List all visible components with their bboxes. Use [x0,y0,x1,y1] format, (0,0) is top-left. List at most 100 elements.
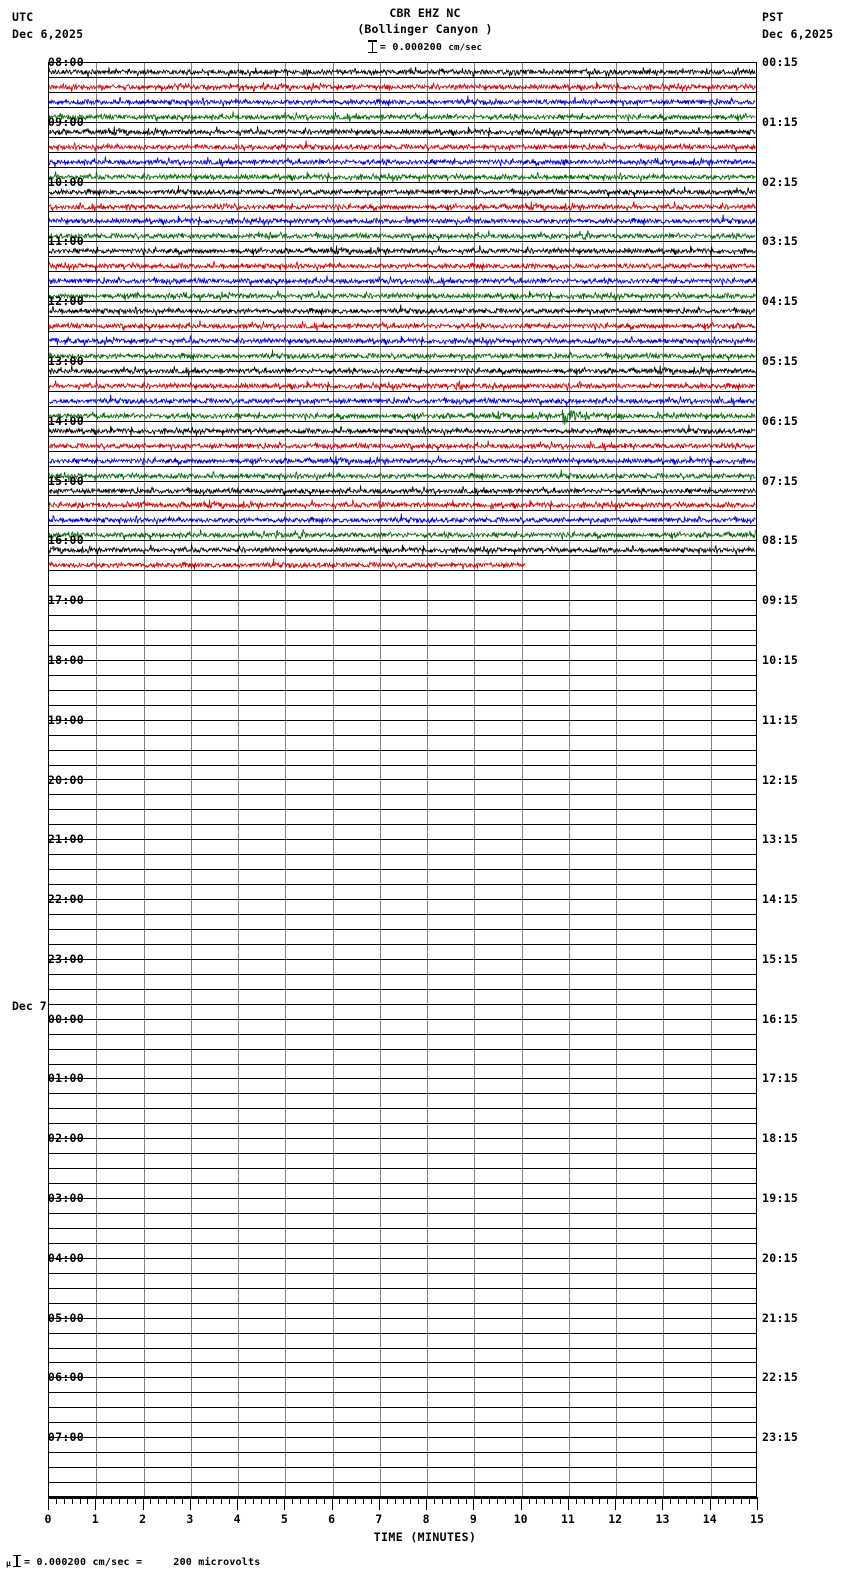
hour-label-right: 15:15 [762,951,799,966]
trace-baseline [49,390,756,392]
trace-baseline [49,1407,756,1409]
helicorder-plot[interactable] [48,62,757,1498]
trace-row [49,870,756,886]
trace-row [48,392,756,407]
trace-row [49,810,756,826]
axis-tick-minor [355,1497,357,1504]
axis-tick-minor [347,1497,349,1504]
trace-baseline [49,719,756,721]
trace-baseline [49,958,756,960]
trace-row [49,1483,756,1498]
axis-tick-minor [457,1497,459,1504]
footer-scale-note: µ = 0.000200 cm/sec = 200 microvolts [6,1555,260,1568]
axis-tick-minor [693,1497,695,1504]
trace-row [49,1124,756,1140]
seismic-trace [48,290,756,302]
axis-tick-label: 13 [655,1512,670,1526]
trace-row [48,362,756,377]
trace-row [49,1154,756,1170]
trace-baseline [49,943,756,945]
scale-value: = 0.000200 [379,42,443,53]
hour-label-left: 08:00 [47,55,84,69]
trace-row [49,1274,756,1289]
hour-label-left: 01:00 [47,1071,84,1086]
axis-tick-minor [260,1497,262,1504]
axis-tick-minor [71,1497,73,1504]
trace-baseline [49,151,756,153]
axis-tick-minor [370,1497,372,1504]
hour-label-right: 06:15 [762,413,799,428]
seismic-trace [48,140,756,152]
trace-row [48,452,756,467]
trace-row [48,183,756,198]
axis-tick-major [237,1497,239,1510]
axis-tick-major [378,1497,380,1510]
trace-baseline [49,331,756,333]
axis-tick-minor [79,1497,81,1504]
trace-baseline [49,1287,756,1289]
axis-tick-minor [166,1497,168,1504]
axis-tick-minor [55,1497,57,1504]
trace-baseline [49,1138,756,1140]
seismic-trace [48,214,756,227]
trace-row [49,766,756,781]
axis-tick-minor [150,1497,152,1504]
pst-date-label: Dec 6,2025 [762,27,834,41]
trace-baseline [49,1168,756,1170]
axis-tick-minor [315,1497,317,1504]
hour-label-left: 21:00 [47,832,84,847]
hour-label-right: 18:15 [762,1131,799,1146]
trace-row [49,855,756,871]
hour-label-right: 03:15 [762,234,799,249]
axis-tick-minor [686,1497,688,1504]
trace-row [49,1199,756,1214]
axis-tick-major [426,1497,428,1510]
hour-label-left: 03:00 [47,1191,84,1206]
trace-baseline [49,435,756,437]
axis-tick-minor [512,1497,514,1504]
hour-label-left: 00:00 [47,1011,84,1026]
trace-baseline [49,525,756,527]
trace-row [48,257,756,273]
axis-tick-minor [221,1497,223,1504]
hour-label-right: 17:15 [762,1071,799,1086]
axis-tick-minor [410,1497,412,1504]
trace-baseline [49,316,756,318]
hour-label-left: 13:00 [47,353,84,368]
seismic-trace [48,156,756,167]
axis-tick-minor [591,1497,593,1504]
axis-tick-minor [323,1497,325,1504]
trace-baseline [49,360,756,362]
trace-row [49,661,756,676]
trace-row [48,467,756,482]
trace-row [48,437,756,452]
trace-row [49,1453,756,1469]
axis-tick-minor [481,1497,483,1504]
axis-tick-minor [725,1497,727,1504]
hour-label-right: 11:15 [762,712,799,727]
trace-row [48,138,756,153]
axis-tick-minor [339,1497,341,1504]
axis-tick-major [757,1497,758,1510]
trace-baseline [49,674,756,676]
trace-baseline [49,495,756,497]
trace-row [49,781,756,796]
axis-tick-minor [111,1497,113,1504]
hour-label-left: 10:00 [47,174,84,189]
axis-tick-minor [504,1497,506,1504]
trace-baseline [49,1108,756,1110]
footer-scale-bar-icon [13,1555,22,1568]
hour-label-left: 22:00 [47,892,84,907]
axis-tick-minor [158,1497,160,1504]
trace-row [48,212,756,228]
station-title: CBR EHZ NC [389,6,461,20]
trace-row [48,422,756,437]
axis-tick-minor [607,1497,609,1504]
trace-row [48,541,756,557]
axis-tick-minor [560,1497,562,1504]
trace-row [48,526,756,542]
axis-tick-minor [528,1497,530,1504]
trace-baseline [49,465,756,467]
trace-row [49,900,756,916]
axis-tick-major [520,1497,522,1510]
